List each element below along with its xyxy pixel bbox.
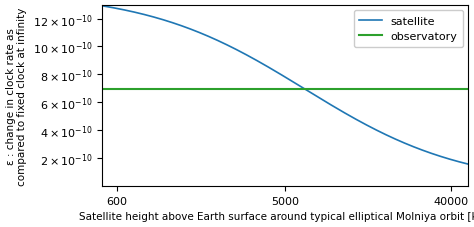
Legend: satellite, observatory: satellite, observatory xyxy=(354,11,463,48)
satellite xyxy=(118,9,124,12)
satellite xyxy=(277,74,283,76)
satellite xyxy=(388,136,393,139)
satellite xyxy=(455,160,460,163)
satellite xyxy=(100,5,105,8)
Line: satellite: satellite xyxy=(102,7,468,164)
Y-axis label: ε : change in clock rate as
compared to fixed clock at infinity: ε : change in clock rate as compared to … xyxy=(6,7,27,185)
X-axis label: Satellite height above Earth surface around typical elliptical Molniya orbit [km: Satellite height above Earth surface aro… xyxy=(79,212,474,222)
satellite xyxy=(455,160,461,163)
satellite xyxy=(268,68,273,71)
satellite xyxy=(465,163,471,166)
